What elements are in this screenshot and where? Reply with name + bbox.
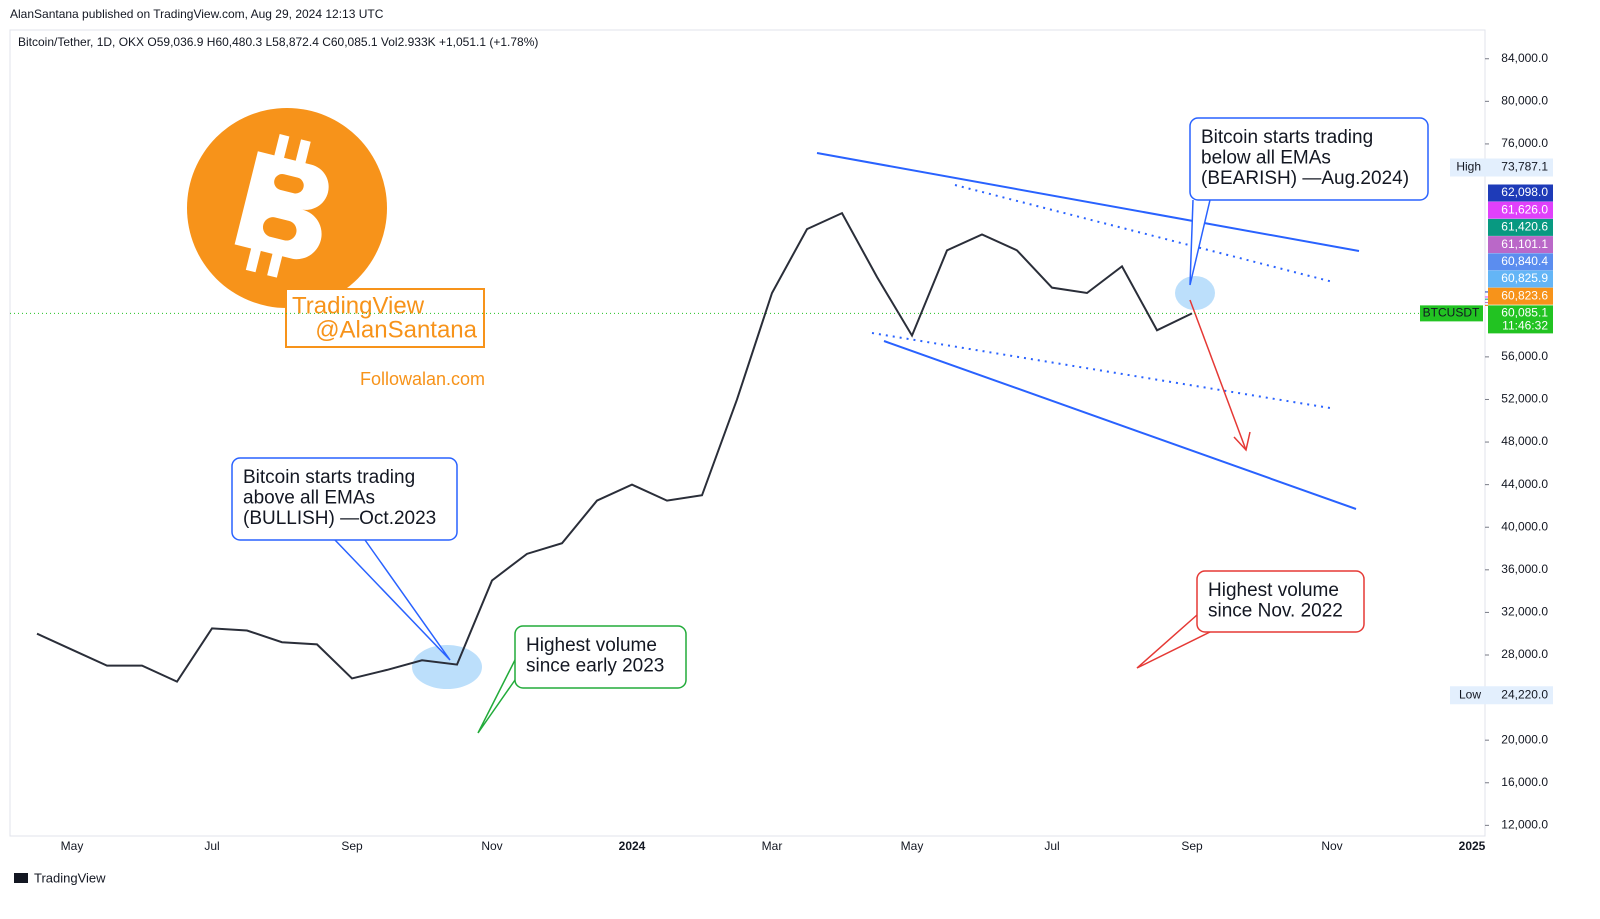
x-tick-label: 2024 <box>619 839 646 853</box>
ema-label: 61,101.1 <box>1501 237 1548 251</box>
callout-text: Highest volume <box>526 635 657 656</box>
callout-text: since early 2023 <box>526 656 664 677</box>
ema-label: 60,840.4 <box>1501 254 1548 268</box>
watermark: @AlanSantana <box>315 316 477 343</box>
x-tick-label: Mar <box>762 839 783 853</box>
callout-box <box>514 625 687 689</box>
high-tag: High <box>1456 160 1481 174</box>
footer-brand: TradingView <box>34 870 106 885</box>
callout-pointer <box>477 659 516 734</box>
bitcoin-logo <box>187 108 387 308</box>
x-tick-label: Jul <box>204 839 219 853</box>
y-tick-label: 56,000.0 <box>1501 349 1548 363</box>
y-tick-label: 16,000.0 <box>1501 775 1548 789</box>
x-tick-label: 2025 <box>1459 839 1486 853</box>
callout-text: Bitcoin starts trading <box>1201 127 1373 148</box>
callout-pointer <box>334 539 451 661</box>
countdown: 11:46:32 <box>1502 319 1548 333</box>
callout-box <box>1196 570 1365 633</box>
callout-pointer <box>1189 199 1211 286</box>
forecast-arrow <box>1189 299 1251 452</box>
x-tick-label: Sep <box>1181 839 1203 853</box>
footer: TradingView <box>14 870 106 885</box>
y-tick-label: 48,000.0 <box>1501 434 1548 448</box>
y-tick-label: 40,000.0 <box>1501 519 1548 533</box>
plot-frame <box>9 29 1486 837</box>
ema-label: 60,825.9 <box>1501 271 1548 285</box>
x-tick-label: Jul <box>1044 839 1059 853</box>
y-tick-label: 44,000.0 <box>1501 477 1548 491</box>
callout-box <box>231 457 458 541</box>
callout-text: below all EMAs <box>1201 148 1331 169</box>
callout-text: (BULLISH) —Oct.2023 <box>243 508 436 529</box>
ema-label: 61,626.0 <box>1501 202 1548 216</box>
last-label: 60,085.1 <box>1501 306 1548 320</box>
ema-badge <box>1488 253 1553 271</box>
y-tick-label: 32,000.0 <box>1501 605 1548 619</box>
watermark: TradingView <box>292 292 425 319</box>
y-tick-label: 20,000.0 <box>1501 732 1548 746</box>
highlight <box>412 645 482 689</box>
trendlines <box>816 152 1360 510</box>
y-tick-label: 80,000.0 <box>1501 94 1548 108</box>
callout-box <box>1189 117 1429 201</box>
ema-badge <box>1488 218 1553 236</box>
ema-label: 61,420.6 <box>1501 220 1548 234</box>
symbol-badge <box>1420 305 1483 322</box>
callout-pointer <box>1136 614 1211 669</box>
ema-badge <box>1488 236 1553 254</box>
callout-text: (BEARISH) —Aug.2024) <box>1201 168 1409 189</box>
watermark-box <box>285 288 485 348</box>
legend: Bitcoin/Tether, 1D, OKX O59,036.9 H60,48… <box>18 35 538 49</box>
callout-text: Bitcoin starts trading <box>243 467 415 488</box>
ema-badge <box>1488 184 1553 202</box>
x-tick-label: May <box>901 839 924 853</box>
low-label: 24,220.0 <box>1501 687 1548 701</box>
high-label: 73,787.1 <box>1501 160 1548 174</box>
y-tick-label: 84,000.0 <box>1501 51 1548 65</box>
callout-text: above all EMAs <box>243 488 375 509</box>
high-badge <box>1450 158 1553 177</box>
ema-label: 62,098.0 <box>1501 185 1548 199</box>
x-tick-label: Sep <box>341 839 363 853</box>
ema-badge <box>1488 287 1553 305</box>
y-tick-label: 36,000.0 <box>1501 562 1548 576</box>
y-tick-label: 52,000.0 <box>1501 392 1548 406</box>
y-tick-label: 28,000.0 <box>1501 647 1548 661</box>
header: AlanSantana published on TradingView.com… <box>10 7 384 21</box>
y-tick-label: 76,000.0 <box>1501 136 1548 150</box>
ema-label: 60,823.6 <box>1501 288 1548 302</box>
website: Followalan.com <box>360 369 485 389</box>
ema-badge <box>1488 201 1553 219</box>
symbol: BTCUSDT <box>1423 306 1480 320</box>
ema-badge <box>1488 270 1553 288</box>
x-tick-label: Nov <box>1321 839 1342 853</box>
x-tick-label: May <box>61 839 84 853</box>
highlight <box>1175 276 1215 310</box>
price-line <box>36 211 1193 683</box>
low-tag: Low <box>1459 687 1481 701</box>
y-tick-label: 12,000.0 <box>1501 818 1548 832</box>
last-badge <box>1488 305 1553 334</box>
x-tick-label: Nov <box>481 839 502 853</box>
low-badge <box>1450 686 1553 705</box>
callout-text: Highest volume <box>1208 580 1339 601</box>
callout-text: since Nov. 2022 <box>1208 601 1343 622</box>
